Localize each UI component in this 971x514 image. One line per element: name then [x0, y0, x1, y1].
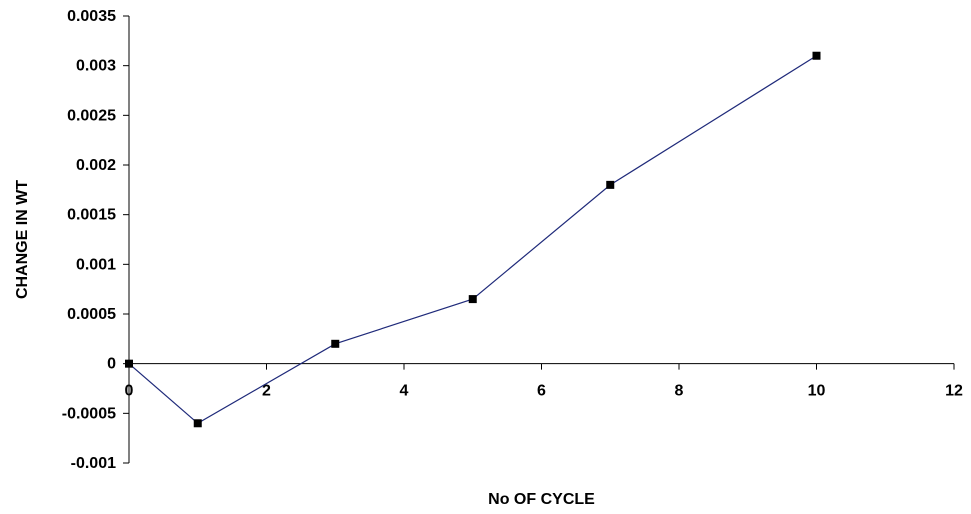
- y-axis-ticks: -0.001 -0.0005 0 0.0005 0.001 0.0015 0.002 0.00…: [62, 8, 129, 472]
- x-tick-label: 12: [945, 383, 963, 400]
- y-tick-label: 0.002: [76, 157, 116, 174]
- x-tick-label: 8: [675, 383, 684, 400]
- y-tick-label: 0.001: [76, 256, 116, 273]
- data-point: [812, 51, 821, 60]
- x-axis-ticks: 0 2 4 6 8 10 12: [125, 363, 963, 400]
- data-point: [468, 295, 477, 304]
- y-tick-label: 0.0035: [67, 8, 116, 25]
- x-axis-title: No OF CYCLE: [488, 491, 595, 508]
- x-tick-label: 2: [262, 383, 271, 400]
- y-tick-label: 0.0015: [67, 207, 116, 224]
- y-tick-label: 0: [107, 356, 116, 373]
- data-point: [331, 339, 340, 348]
- series-line: [128, 55, 817, 425]
- x-tick-label: 0: [125, 383, 134, 400]
- y-tick-label: -0.001: [71, 455, 116, 472]
- x-tick-label: 4: [400, 383, 409, 400]
- data-point: [125, 359, 133, 368]
- y-tick-label: 0.003: [76, 58, 116, 75]
- data-point: [606, 180, 615, 189]
- y-tick-label: 0.0025: [67, 107, 116, 124]
- x-tick-label: 6: [537, 383, 546, 400]
- data-point: [193, 419, 202, 428]
- y-axis-title: CHANGE IN WT: [14, 180, 31, 299]
- series-layer: [125, 51, 821, 428]
- y-tick-label: 0.0005: [67, 306, 116, 323]
- x-tick-label: 10: [808, 383, 826, 400]
- y-tick-label: -0.0005: [62, 405, 116, 422]
